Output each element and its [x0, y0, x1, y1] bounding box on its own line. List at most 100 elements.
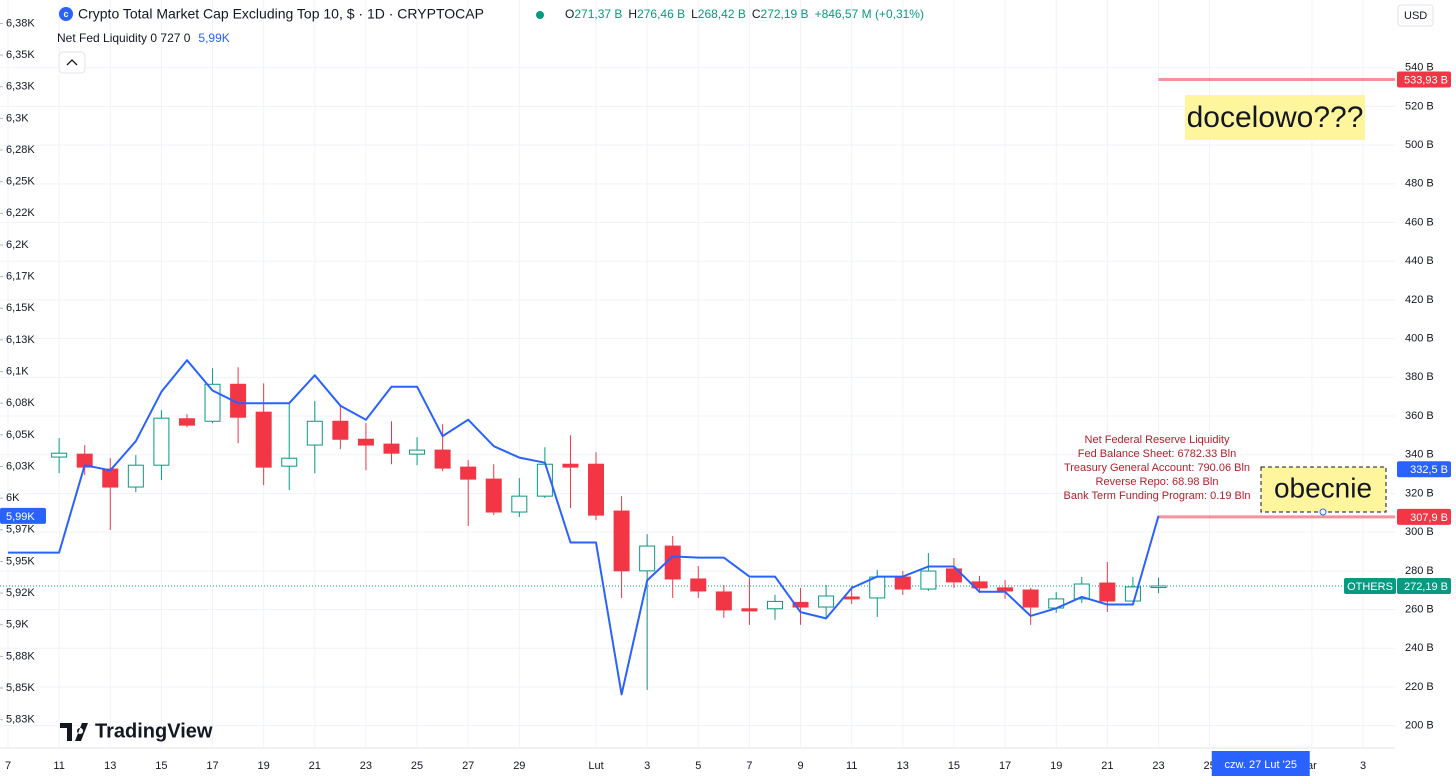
- price-badge-label: 307,9 B: [1410, 512, 1448, 524]
- price-badge: [1397, 508, 1451, 525]
- x-tick-label: 7: [746, 760, 752, 772]
- y2-tick-label: 6,35K: [6, 49, 35, 61]
- candle-body: [178, 418, 195, 426]
- fed-note: Bank Term Funding Program: 0.19 Bln: [1064, 490, 1251, 502]
- candle-body: [102, 468, 119, 488]
- date-badge-label: czw. 27 Lut '25: [1225, 759, 1297, 771]
- x-tick-label: 19: [258, 760, 270, 772]
- y2-tick-label: 6,38K: [6, 17, 35, 29]
- y2-tick-label: 6,13K: [6, 334, 35, 346]
- candle-body: [204, 383, 221, 422]
- x-tick-label: 9: [797, 760, 803, 772]
- candle-body: [639, 545, 656, 572]
- y-tick-label: 480 B: [1405, 178, 1434, 190]
- y2-badge: [0, 507, 46, 524]
- target-box: [1185, 95, 1365, 140]
- series-badge-label: OTHERS: [1347, 581, 1393, 593]
- y2-tick-label: 6,28K: [6, 144, 35, 156]
- candle-body: [409, 449, 426, 455]
- y2-tick-label: 5,95K: [6, 555, 35, 567]
- y-tick-label: 300 B: [1405, 526, 1434, 538]
- y2-tick-label: 6,22K: [6, 207, 35, 219]
- y-tick-label: 520 B: [1405, 100, 1434, 112]
- x-tick-label: 23: [360, 760, 372, 772]
- x-tick-label: 7: [5, 760, 11, 772]
- y2-tick-label: 5,85K: [6, 682, 35, 694]
- logo-icon: [60, 723, 88, 741]
- indicator-label: Net Fed Liquidity 0 727 0 5,99K: [57, 31, 230, 45]
- candle-body: [511, 495, 528, 513]
- x-tick-label: 27: [462, 760, 474, 772]
- ohlc-label: C: [752, 7, 761, 21]
- fed-note: Treasury General Account: 790.06 Bln: [1064, 462, 1250, 474]
- y-tick-label: 380 B: [1405, 371, 1434, 383]
- y-tick-label: 540 B: [1405, 62, 1434, 74]
- y-tick-label: 240 B: [1405, 642, 1434, 654]
- y-tick-label: 200 B: [1405, 720, 1434, 732]
- candle-body: [1022, 589, 1039, 608]
- x-tick-label: 3: [644, 760, 650, 772]
- x-tick-label: 21: [309, 760, 321, 772]
- x-tick-label: 11: [846, 760, 857, 772]
- candle-body: [1150, 585, 1167, 589]
- x-tick-label: ar: [1307, 760, 1317, 772]
- y2-tick-label: 5,92K: [6, 587, 35, 599]
- y-tick-label: 460 B: [1405, 216, 1434, 228]
- candle-body: [434, 449, 451, 469]
- x-tick-label: 13: [104, 760, 116, 772]
- y2-tick-label: 6,2K: [6, 239, 29, 251]
- candle-body: [255, 411, 272, 468]
- price-badge: [1397, 461, 1451, 478]
- symbol-title: Crypto Total Market Cap Excluding Top 10…: [78, 6, 484, 22]
- indicator-name: Net Fed Liquidity 0 727 0: [57, 31, 191, 45]
- collapse-button[interactable]: [58, 51, 86, 74]
- candle-body: [869, 576, 886, 599]
- y2-tick-label: 5,9K: [6, 619, 29, 631]
- indicator-value: 5,99K: [198, 31, 229, 45]
- fed-note: Reverse Repo: 68.98 Bln: [1096, 476, 1219, 488]
- y-tick-label: 340 B: [1405, 449, 1434, 461]
- watermark: TradingView: [95, 720, 213, 742]
- candle-body: [51, 452, 68, 458]
- ohlc-value: 272,19 B: [761, 7, 809, 21]
- x-tick-label: 15: [155, 760, 167, 772]
- y-tick-label: 360 B: [1405, 410, 1434, 422]
- x-tick-label: 21: [1101, 760, 1113, 772]
- candle-body: [613, 510, 630, 572]
- y2-tick-label: 5,97K: [6, 524, 35, 536]
- candle-body: [230, 383, 247, 418]
- candle-body: [920, 570, 937, 590]
- date-badge: [1211, 751, 1310, 776]
- candle-body: [1099, 582, 1116, 602]
- ohlc-value: 268,42 B: [698, 7, 746, 21]
- y2-tick-label: 6,17K: [6, 271, 35, 283]
- candle-body: [792, 601, 809, 608]
- candle-body: [332, 420, 349, 440]
- y-tick-label: 500 B: [1405, 139, 1434, 151]
- candle-body: [1073, 583, 1090, 600]
- ohlc-change: +846,57 M (+0,31%): [815, 7, 924, 21]
- candle-body: [127, 464, 144, 488]
- y2-tick-label: 6,03K: [6, 460, 35, 472]
- currency-button[interactable]: [1397, 4, 1434, 27]
- candle-body: [562, 463, 579, 468]
- y2-tick-label: 6,33K: [6, 81, 35, 93]
- x-tick-label: 13: [897, 760, 909, 772]
- y2-tick-label: 6K: [6, 492, 20, 504]
- y2-tick-label: 6,25K: [6, 176, 35, 188]
- x-tick-label: 23: [1152, 760, 1164, 772]
- ohlc: O271,37 B H276,46 B L268,42 B C272,19 B +846…: [565, 7, 924, 21]
- candle-body: [588, 463, 605, 516]
- anchor-point: [1319, 508, 1327, 516]
- x-tick-label: 5: [695, 760, 701, 772]
- price-badge-label: 533,93 B: [1404, 74, 1448, 86]
- x-tick-label: 19: [1050, 760, 1062, 772]
- price-badge-label: 272,19 B: [1404, 581, 1448, 593]
- y2-tick-label: 6,05K: [6, 429, 35, 441]
- liquidity-line: [8, 359, 1160, 696]
- current-annotation: obecnie: [1274, 472, 1372, 503]
- fed-note: Net Federal Reserve Liquidity: [1085, 434, 1230, 446]
- candle-body: [715, 591, 732, 611]
- plot: [0, 77, 1395, 696]
